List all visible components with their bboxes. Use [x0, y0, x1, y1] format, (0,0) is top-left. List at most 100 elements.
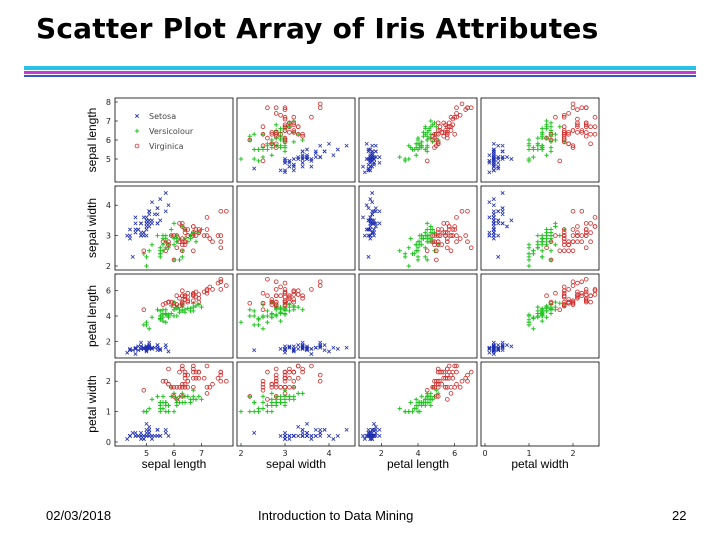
point-virginica [191, 233, 196, 238]
point-versicolour [540, 134, 545, 139]
point-virginica [548, 257, 554, 263]
point-versicolour [269, 153, 274, 158]
x-axis-label: petal length [387, 457, 449, 471]
point-setosa [335, 433, 340, 438]
point-setosa [370, 427, 375, 432]
point-virginica [180, 293, 185, 299]
point-virginica [177, 239, 182, 245]
point-virginica [583, 227, 589, 232]
point-virginica [185, 378, 191, 384]
point-virginica [269, 381, 275, 387]
point-virginica [210, 381, 215, 387]
point-virginica [561, 137, 567, 143]
point-virginica [570, 227, 576, 232]
point-virginica [282, 280, 288, 286]
point-versicolour [296, 304, 301, 310]
point-setosa [491, 203, 496, 208]
point-virginica [588, 141, 593, 147]
point-virginica [204, 290, 210, 296]
point-virginica [196, 299, 202, 305]
point-setosa [133, 352, 138, 356]
point-setosa [505, 343, 509, 348]
point-setosa [377, 427, 382, 432]
point-versicolour [544, 315, 549, 320]
point-virginica [583, 221, 589, 226]
point-virginica [448, 233, 454, 238]
point-virginica [592, 114, 598, 120]
point-versicolour [397, 154, 402, 160]
point-virginica [570, 143, 576, 148]
point-setosa [318, 340, 323, 345]
point-virginica [300, 296, 305, 301]
y-tick-label: 2 [106, 377, 111, 386]
point-virginica [180, 363, 185, 369]
point-virginica [273, 279, 279, 285]
point-virginica [260, 384, 266, 390]
title-rule-blue [24, 75, 696, 77]
point-versicolour [428, 124, 433, 129]
point-virginica [592, 124, 598, 129]
y-tick-label: 5 [106, 155, 111, 164]
point-setosa [491, 346, 496, 351]
point-setosa [331, 437, 336, 441]
point-virginica [566, 111, 571, 116]
point-versicolour [403, 254, 408, 260]
point-versicolour [278, 400, 283, 405]
point-versicolour [252, 409, 257, 414]
y-tick-label: 7 [106, 117, 111, 126]
point-setosa [158, 346, 163, 351]
point-virginica [317, 378, 323, 384]
point-virginica [160, 378, 166, 384]
point-virginica [273, 394, 279, 399]
point-setosa [300, 430, 305, 435]
point-versicolour [535, 304, 540, 310]
point-virginica [588, 131, 593, 137]
point-virginica [444, 245, 450, 251]
point-versicolour [252, 132, 257, 137]
point-virginica [282, 372, 288, 378]
point-virginica [177, 369, 182, 375]
point-virginica [579, 290, 585, 296]
point-virginica [300, 131, 305, 137]
point-virginica [433, 394, 439, 399]
point-setosa [150, 437, 154, 441]
point-virginica [561, 114, 567, 120]
point-setosa [370, 143, 375, 148]
point-virginica [463, 233, 469, 238]
point-setosa [150, 200, 154, 205]
point-virginica [273, 302, 279, 307]
point-setosa [291, 168, 296, 173]
point-virginica [210, 287, 215, 292]
point-versicolour [526, 156, 532, 162]
point-virginica [291, 384, 297, 390]
point-versicolour [291, 139, 296, 145]
point-virginica [583, 287, 589, 292]
y-axis-label: petal width [85, 375, 99, 432]
point-virginica [174, 245, 180, 251]
point-setosa [370, 200, 375, 205]
point-virginica [300, 133, 305, 139]
point-versicolour [188, 397, 193, 402]
point-versicolour [191, 394, 196, 399]
point-setosa [139, 221, 143, 226]
point-versicolour [412, 406, 417, 411]
point-versicolour [247, 409, 252, 414]
point-virginica [433, 257, 439, 263]
point-virginica [282, 107, 288, 112]
point-versicolour [160, 307, 166, 312]
point-virginica [273, 111, 279, 116]
point-virginica [282, 287, 288, 292]
point-setosa [147, 427, 152, 432]
point-virginica [171, 257, 177, 263]
point-virginica [269, 299, 275, 305]
point-virginica [166, 381, 171, 387]
point-virginica [196, 227, 202, 232]
point-setosa [125, 437, 130, 441]
point-virginica [196, 375, 202, 381]
point-virginica [204, 288, 210, 294]
point-setosa [377, 433, 382, 438]
point-virginica [282, 391, 288, 396]
point-setosa [496, 157, 501, 161]
point-virginica [295, 131, 301, 137]
point-setosa [144, 421, 149, 426]
